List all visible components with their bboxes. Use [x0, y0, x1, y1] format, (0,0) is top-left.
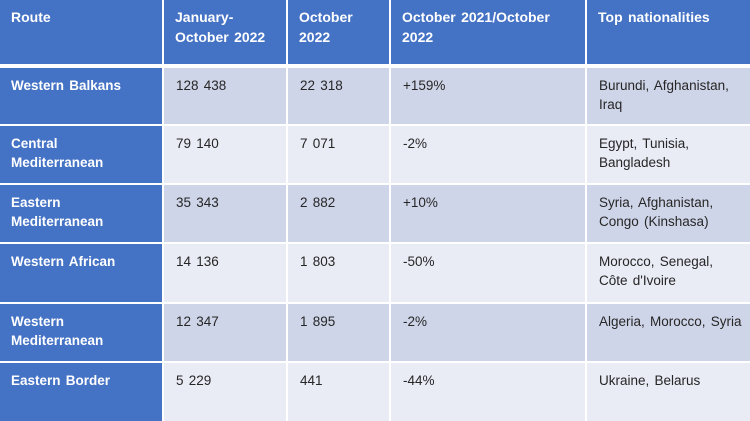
- jan-oct-2022-cell: 35 343: [163, 184, 288, 245]
- nationalities-cell: Morocco, Senegal, Côte d'Ivoire: [586, 243, 750, 304]
- table-header: Route January-October 2022 October 2022 …: [0, 0, 750, 68]
- table-row: Central Mediterranean 79 140 7 071 -2% E…: [0, 125, 750, 186]
- jan-oct-2022-cell: 14 136: [163, 243, 288, 304]
- change-cell: -2%: [390, 125, 587, 186]
- change-cell: +10%: [390, 184, 587, 245]
- nationalities-cell: Egypt, Tunisia, Bangladesh: [586, 125, 750, 186]
- header-row: Route January-October 2022 October 2022 …: [0, 0, 750, 68]
- jan-oct-2022-cell: 5 229: [163, 361, 288, 421]
- route-cell: Central Mediterranean: [0, 125, 164, 186]
- oct-2022-cell: 1 803: [287, 243, 391, 304]
- route-cell: Eastern Border: [0, 361, 164, 421]
- oct-2022-cell: 22 318: [287, 66, 391, 127]
- oct-2022-cell: 1 895: [287, 302, 391, 363]
- column-header-jan-oct-2022: January-October 2022: [163, 0, 288, 68]
- change-cell: +159%: [390, 66, 587, 127]
- oct-2022-cell: 7 071: [287, 125, 391, 186]
- change-cell: -50%: [390, 243, 587, 304]
- nationalities-cell: Ukraine, Belarus: [586, 361, 750, 421]
- table-row: Western African 14 136 1 803 -50% Morocc…: [0, 243, 750, 304]
- route-cell: Western Balkans: [0, 66, 164, 127]
- nationalities-cell: Syria, Afghanistan, Congo (Kinshasa): [586, 184, 750, 245]
- column-header-change: October 2021/October 2022: [390, 0, 587, 68]
- table-row: Eastern Mediterranean 35 343 2 882 +10% …: [0, 184, 750, 245]
- column-header-oct-2022: October 2022: [287, 0, 391, 68]
- change-cell: -44%: [390, 361, 587, 421]
- table-row: Western Balkans 128 438 22 318 +159% Bur…: [0, 66, 750, 127]
- route-cell: Western African: [0, 243, 164, 304]
- nationalities-cell: Burundi, Afghanistan, Iraq: [586, 66, 750, 127]
- table-body: Western Balkans 128 438 22 318 +159% Bur…: [0, 66, 750, 421]
- nationalities-cell: Algeria, Morocco, Syria: [586, 302, 750, 363]
- table-row: Eastern Border 5 229 441 -44% Ukraine, B…: [0, 361, 750, 421]
- change-cell: -2%: [390, 302, 587, 363]
- column-header-route: Route: [0, 0, 164, 68]
- jan-oct-2022-cell: 128 438: [163, 66, 288, 127]
- oct-2022-cell: 441: [287, 361, 391, 421]
- route-cell: Eastern Mediterranean: [0, 184, 164, 245]
- column-header-top-nationalities: Top nationalities: [586, 0, 750, 68]
- route-cell: Western Mediterranean: [0, 302, 164, 363]
- table-row: Western Mediterranean 12 347 1 895 -2% A…: [0, 302, 750, 363]
- oct-2022-cell: 2 882: [287, 184, 391, 245]
- jan-oct-2022-cell: 12 347: [163, 302, 288, 363]
- jan-oct-2022-cell: 79 140: [163, 125, 288, 186]
